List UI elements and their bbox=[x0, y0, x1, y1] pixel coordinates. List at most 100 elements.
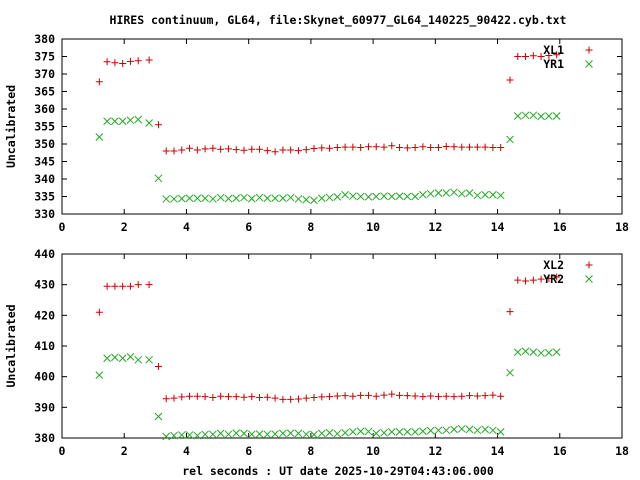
data-point bbox=[111, 118, 118, 125]
data-point bbox=[507, 76, 514, 83]
data-point bbox=[146, 281, 153, 288]
data-point bbox=[357, 144, 364, 151]
legend-marker bbox=[586, 61, 593, 68]
data-point bbox=[553, 349, 560, 356]
data-point bbox=[522, 112, 529, 119]
data-point bbox=[489, 191, 496, 198]
data-point bbox=[287, 396, 294, 403]
data-point bbox=[365, 392, 372, 399]
legend-marker bbox=[586, 262, 593, 269]
data-point bbox=[545, 349, 552, 356]
data-point bbox=[318, 393, 325, 400]
data-point bbox=[202, 431, 209, 438]
x-tick-label: 12 bbox=[428, 444, 442, 458]
data-point bbox=[241, 430, 248, 437]
data-point bbox=[482, 191, 489, 198]
data-point bbox=[104, 118, 111, 125]
data-point bbox=[326, 393, 333, 400]
data-point bbox=[530, 52, 537, 59]
y-axis-label: Uncalibrated bbox=[4, 304, 18, 387]
x-tick-label: 6 bbox=[245, 220, 252, 234]
data-point bbox=[217, 393, 224, 400]
data-point bbox=[482, 426, 489, 433]
data-point bbox=[311, 197, 318, 204]
data-point bbox=[202, 145, 209, 152]
data-point bbox=[248, 195, 255, 202]
data-point bbox=[279, 146, 286, 153]
data-point bbox=[256, 146, 263, 153]
data-point bbox=[497, 393, 504, 400]
data-point bbox=[155, 363, 162, 370]
data-point bbox=[334, 193, 341, 200]
data-point bbox=[451, 143, 458, 150]
data-point bbox=[225, 431, 232, 438]
data-point bbox=[119, 355, 126, 362]
x-tick-label: 12 bbox=[428, 220, 442, 234]
data-point bbox=[326, 145, 333, 152]
data-point bbox=[119, 60, 126, 67]
data-point bbox=[163, 395, 170, 402]
y-tick-label: 335 bbox=[34, 190, 55, 204]
data-point bbox=[194, 146, 201, 153]
data-point bbox=[272, 431, 279, 438]
x-axis-label: rel seconds : UT date 2025-10-29T04:43:0… bbox=[182, 464, 494, 478]
data-point bbox=[202, 195, 209, 202]
data-point bbox=[272, 148, 279, 155]
data-point bbox=[396, 193, 403, 200]
data-point bbox=[553, 113, 560, 120]
chart-title: HIRES continuum, GL64, file:Skynet_60977… bbox=[110, 13, 567, 28]
data-point bbox=[241, 194, 248, 201]
data-point bbox=[381, 193, 388, 200]
data-point bbox=[489, 392, 496, 399]
y-tick-label: 355 bbox=[34, 120, 55, 134]
legend-label: YR2 bbox=[543, 272, 564, 286]
data-point bbox=[381, 429, 388, 436]
data-point bbox=[522, 348, 529, 355]
data-point bbox=[514, 349, 521, 356]
data-point bbox=[357, 392, 364, 399]
data-point bbox=[514, 277, 521, 284]
data-point bbox=[507, 136, 514, 143]
data-point bbox=[349, 193, 356, 200]
data-point bbox=[427, 190, 434, 197]
data-point bbox=[419, 393, 426, 400]
data-point bbox=[318, 195, 325, 202]
y-tick-label: 400 bbox=[34, 370, 55, 384]
data-point bbox=[458, 393, 465, 400]
data-point bbox=[209, 145, 216, 152]
data-point bbox=[135, 356, 142, 363]
x-tick-label: 18 bbox=[615, 444, 629, 458]
data-point bbox=[522, 277, 529, 284]
data-point bbox=[96, 372, 103, 379]
data-point bbox=[241, 394, 248, 401]
data-point bbox=[186, 195, 193, 202]
data-point bbox=[311, 431, 318, 438]
x-tick-label: 2 bbox=[121, 444, 128, 458]
x-tick-label: 4 bbox=[183, 220, 190, 234]
data-point bbox=[303, 196, 310, 203]
data-point bbox=[482, 392, 489, 399]
y-tick-label: 340 bbox=[34, 172, 55, 186]
legend-marker bbox=[586, 276, 593, 283]
data-point bbox=[318, 430, 325, 437]
data-point bbox=[514, 113, 521, 120]
data-point bbox=[295, 147, 302, 154]
data-point bbox=[217, 194, 224, 201]
data-point bbox=[474, 192, 481, 199]
y-tick-label: 370 bbox=[34, 67, 55, 81]
data-point bbox=[443, 427, 450, 434]
data-point bbox=[396, 392, 403, 399]
bottom-plot-panel: 0 2 4 6 8 10 12 14 16 18 380 390 400 410 420 430 440 Unca… bbox=[4, 247, 629, 458]
data-point bbox=[435, 190, 442, 197]
x-tick-label: 0 bbox=[59, 220, 66, 234]
data-point bbox=[217, 430, 224, 437]
data-point bbox=[186, 431, 193, 438]
legend-label: XL1 bbox=[543, 43, 564, 57]
data-point bbox=[303, 146, 310, 153]
data-point bbox=[119, 118, 126, 125]
data-point bbox=[225, 393, 232, 400]
y-tick-label: 360 bbox=[34, 102, 55, 116]
data-point bbox=[209, 394, 216, 401]
data-point bbox=[365, 193, 372, 200]
data-point bbox=[241, 147, 248, 154]
